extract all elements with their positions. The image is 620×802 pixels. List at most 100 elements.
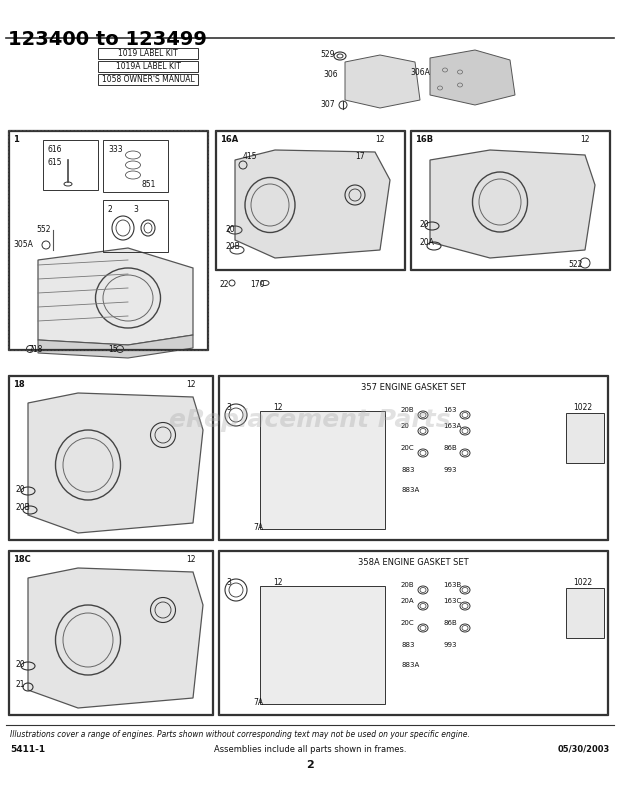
Text: 2: 2 [108,205,113,214]
Bar [411,131,609,269]
Polygon shape [430,50,515,105]
Text: 883: 883 [401,642,415,648]
Bar [218,375,608,540]
Text: 718: 718 [28,345,42,354]
Text: 7A: 7A [253,523,263,532]
Bar [9,376,212,539]
Text: 20B: 20B [225,242,240,251]
Text: 552: 552 [36,225,50,234]
Text: 17: 17 [355,152,365,161]
Text: 357 ENGINE GASKET SET: 357 ENGINE GASKET SET [361,383,466,392]
Text: 883A: 883A [401,662,419,668]
Text: 15: 15 [108,345,118,354]
Text: 18: 18 [13,380,25,389]
Text: Assemblies include all parts shown in frames.: Assemblies include all parts shown in fr… [214,745,406,754]
Text: 22: 22 [220,280,229,289]
Bar [103,140,168,192]
Polygon shape [28,393,203,533]
Bar [410,130,610,270]
Text: 993: 993 [443,467,456,473]
Text: 883: 883 [401,467,415,473]
Text: 12: 12 [186,555,195,564]
Text: 307: 307 [320,100,335,109]
Text: 1022: 1022 [573,578,592,587]
Text: 415: 415 [243,152,257,161]
Text: 5411-1: 5411-1 [10,745,45,754]
Bar [43,140,98,190]
Text: 18C: 18C [13,555,31,564]
Text: 616: 616 [48,145,63,154]
Text: 123400 to 123499: 123400 to 123499 [8,30,207,49]
Text: 20C: 20C [401,445,415,451]
Text: 16B: 16B [415,135,433,144]
Bar [566,588,604,638]
Text: 3: 3 [226,403,231,412]
Polygon shape [28,568,203,708]
Bar [219,376,607,539]
Text: 306A: 306A [410,68,430,77]
Text: 305A: 305A [13,240,33,249]
Text: 358A ENGINE GASKET SET: 358A ENGINE GASKET SET [358,558,468,567]
Text: 163B: 163B [443,582,461,588]
Text: 1058 OWNER'S MANUAL: 1058 OWNER'S MANUAL [102,75,195,84]
Bar [216,131,404,269]
Text: 1019A LABEL KIT: 1019A LABEL KIT [115,62,180,71]
Text: Illustrations cover a range of engines. Parts shown without corresponding text m: Illustrations cover a range of engines. … [10,730,470,739]
Text: 1022: 1022 [573,403,592,412]
Text: 20: 20 [225,225,234,234]
Bar [218,550,608,715]
Bar [8,130,208,350]
Bar [103,200,168,252]
Bar [98,74,198,85]
Text: 333: 333 [108,145,123,154]
Text: 851: 851 [141,180,156,189]
Text: 1019 LABEL KIT: 1019 LABEL KIT [118,49,178,58]
Bar [98,61,198,72]
Text: 522: 522 [568,260,582,269]
Text: 20B: 20B [401,582,415,588]
Text: 170: 170 [250,280,265,289]
Text: 20A: 20A [420,238,435,247]
Text: 3: 3 [133,205,138,214]
Text: 86B: 86B [443,620,457,626]
Text: 306: 306 [323,70,338,79]
Polygon shape [430,150,595,258]
Text: 12: 12 [273,403,283,412]
Polygon shape [38,335,193,358]
Text: 20C: 20C [401,620,415,626]
Bar [9,131,207,349]
Text: 883A: 883A [401,487,419,493]
Text: 20: 20 [16,660,25,669]
Text: 12: 12 [375,135,384,144]
Text: 163C: 163C [443,598,461,604]
Text: 05/30/2003: 05/30/2003 [558,745,610,754]
Text: 12: 12 [273,578,283,587]
Text: 163: 163 [443,407,456,413]
Bar [8,375,213,540]
Bar [9,551,212,714]
Text: 2: 2 [306,760,314,770]
Text: 20: 20 [16,485,25,494]
Polygon shape [345,55,420,108]
Bar [260,586,385,704]
Text: eReplacement Parts: eReplacement Parts [169,408,451,432]
Text: 529: 529 [320,50,335,59]
Text: 163A: 163A [443,423,461,429]
Text: 20: 20 [401,423,410,429]
Text: 20A: 20A [401,598,415,604]
Polygon shape [38,248,193,345]
Bar [98,48,198,59]
Text: 1: 1 [13,135,19,144]
Text: 21: 21 [16,680,25,689]
Bar [566,413,604,463]
Text: 86B: 86B [443,445,457,451]
Text: 20B: 20B [401,407,415,413]
Text: 20B: 20B [16,503,31,512]
Text: 615: 615 [48,158,63,167]
Text: 7A: 7A [253,698,263,707]
Text: 993: 993 [443,642,456,648]
Bar [8,130,208,350]
Text: 12: 12 [580,135,590,144]
Bar [219,551,607,714]
Bar [8,550,213,715]
